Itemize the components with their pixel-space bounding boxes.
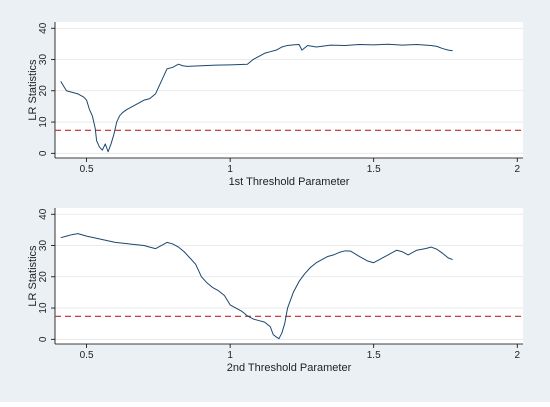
top-y-tick-label: 30	[38, 54, 49, 66]
bottom-x-tick-label: 0.5	[80, 350, 94, 361]
bottom-y-tick-label: 30	[38, 240, 49, 252]
top-y-tick-label: 20	[38, 85, 49, 97]
top-plot-area	[55, 22, 523, 158]
bottom-x-tick-label: 1.5	[367, 350, 381, 361]
bottom-y-tick-label: 20	[38, 271, 49, 283]
top-lr-statistic-line	[60, 43, 453, 153]
bottom-y-axis-title: LR Statistics	[27, 245, 39, 307]
bottom-y-tick-label: 0	[38, 336, 49, 342]
top-x-tick-label: 0.5	[80, 164, 94, 175]
top-x-tick-label: 1	[227, 164, 233, 175]
bottom-x-tick-label: 2	[514, 350, 520, 361]
top-x-axis-title: 1st Threshold Parameter	[229, 176, 350, 188]
top-x-tick-label: 2	[514, 164, 520, 175]
bottom-x-tick-label: 1	[227, 350, 233, 361]
top-y-tick-label: 40	[38, 22, 49, 34]
chart-panel-top: 0 10 20 30 40 0.5 1 1.5 2 1st Threshold Parameter…	[27, 22, 523, 188]
bottom-x-axis-title: 2nd Threshold Parameter	[227, 362, 352, 374]
bottom-y-tick-label: 40	[38, 208, 49, 220]
top-y-tick-label: 0	[38, 150, 49, 156]
top-x-tick-label: 1.5	[367, 164, 381, 175]
top-y-axis-title: LR Statistics	[27, 59, 39, 121]
bottom-lr-statistic-line	[60, 233, 453, 340]
top-y-tick-label: 10	[38, 116, 49, 128]
chart-panel-bottom: 0 10 20 30 40 0.5 1 1.5 2 2nd Threshold Parameter…	[27, 208, 523, 374]
bottom-y-tick-label: 10	[38, 302, 49, 314]
bottom-plot-area	[55, 208, 523, 344]
